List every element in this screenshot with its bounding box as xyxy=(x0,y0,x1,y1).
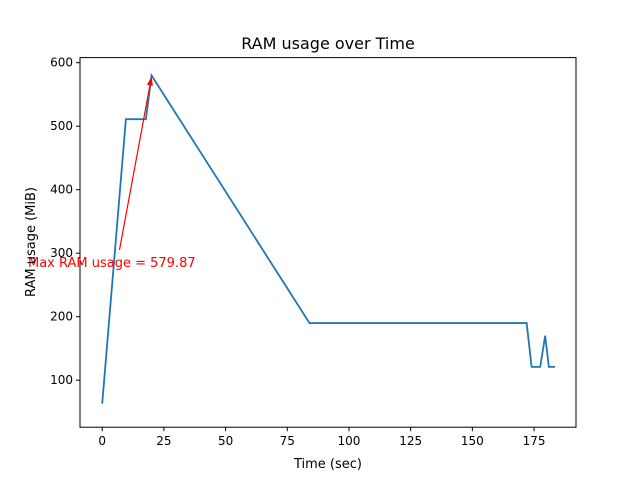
x-tick-label: 50 xyxy=(218,434,233,448)
y-tick-label: 200 xyxy=(50,310,73,324)
series-line xyxy=(101,72,556,404)
y-tick-label: 600 xyxy=(50,56,73,70)
y-axis-label: RAM usage (MiB) xyxy=(24,187,39,297)
x-tick-label: 0 xyxy=(98,434,106,448)
x-tick-label: 25 xyxy=(156,434,171,448)
y-tick-label: 100 xyxy=(50,373,73,387)
x-tick-label: 175 xyxy=(523,434,546,448)
y-tick-label: 500 xyxy=(50,119,73,133)
x-tick-label: 100 xyxy=(338,434,361,448)
annotation-text: Max RAM usage = 579.87 xyxy=(28,256,196,271)
annotation-arrowhead xyxy=(146,76,153,86)
annotation-arrow xyxy=(118,82,152,251)
y-tick-label: 400 xyxy=(50,183,73,197)
x-tick-label: 125 xyxy=(399,434,422,448)
chart-title: RAM usage over Time xyxy=(241,34,415,53)
y-tick-label: 300 xyxy=(50,246,73,260)
x-tick-label: 75 xyxy=(280,434,295,448)
x-axis-label: Time (sec) xyxy=(293,457,362,472)
x-tick-label: 150 xyxy=(461,434,484,448)
plot-area xyxy=(79,57,577,428)
